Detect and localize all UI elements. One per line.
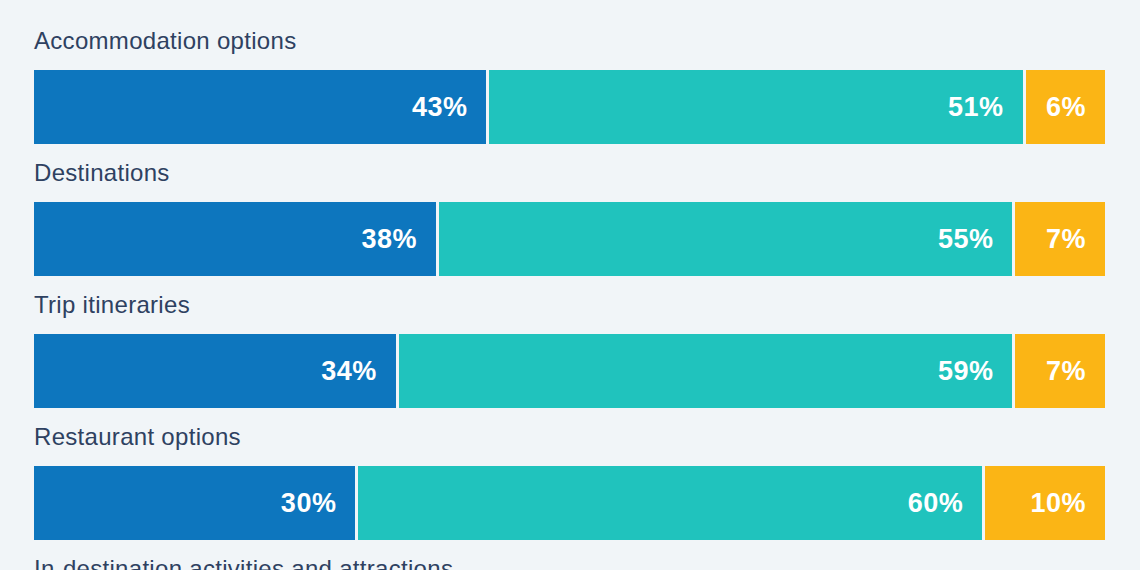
stacked-bar: 38% 55% 7% — [34, 202, 1105, 276]
segment-value-label: 7% — [1046, 224, 1086, 255]
category-label: Trip itineraries — [34, 290, 1105, 320]
chart-row: Trip itineraries 34% 59% 7% — [34, 290, 1105, 408]
segment-value-label: 7% — [1046, 356, 1086, 387]
bar-segment-teal: 59% — [399, 334, 1013, 408]
segment-value-label: 60% — [908, 488, 964, 519]
bar-segment-teal: 60% — [358, 466, 982, 540]
chart-row: Destinations 38% 55% 7% — [34, 158, 1105, 276]
chart-row: In-destination activities and attraction… — [34, 554, 1105, 570]
stacked-bar: 43% 51% 6% — [34, 70, 1105, 144]
segment-value-label: 30% — [281, 488, 337, 519]
category-label: In-destination activities and attraction… — [34, 554, 1105, 570]
stacked-bar-chart: Accommodation options 43% 51% 6% Destination… — [0, 0, 1140, 570]
chart-row: Restaurant options 30% 60% 10% — [34, 422, 1105, 540]
segment-value-label: 51% — [948, 92, 1004, 123]
segment-value-label: 43% — [412, 92, 468, 123]
bar-segment-blue: 30% — [34, 466, 355, 540]
stacked-bar: 30% 60% 10% — [34, 466, 1105, 540]
stacked-bar: 34% 59% 7% — [34, 334, 1105, 408]
segment-value-label: 10% — [1030, 488, 1086, 519]
segment-value-label: 34% — [321, 356, 377, 387]
bar-segment-orange: 7% — [1015, 334, 1105, 408]
segment-value-label: 55% — [938, 224, 994, 255]
bar-segment-orange: 7% — [1015, 202, 1105, 276]
category-label: Destinations — [34, 158, 1105, 188]
chart-row: Accommodation options 43% 51% 6% — [34, 26, 1105, 144]
bar-segment-blue: 34% — [34, 334, 396, 408]
bar-segment-teal: 55% — [439, 202, 1012, 276]
bar-segment-blue: 43% — [34, 70, 486, 144]
bar-segment-orange: 6% — [1026, 70, 1105, 144]
bar-segment-blue: 38% — [34, 202, 436, 276]
segment-value-label: 38% — [362, 224, 418, 255]
bar-segment-orange: 10% — [985, 466, 1105, 540]
segment-value-label: 59% — [938, 356, 994, 387]
category-label: Restaurant options — [34, 422, 1105, 452]
bar-segment-teal: 51% — [489, 70, 1022, 144]
segment-value-label: 6% — [1046, 92, 1086, 123]
category-label: Accommodation options — [34, 26, 1105, 56]
